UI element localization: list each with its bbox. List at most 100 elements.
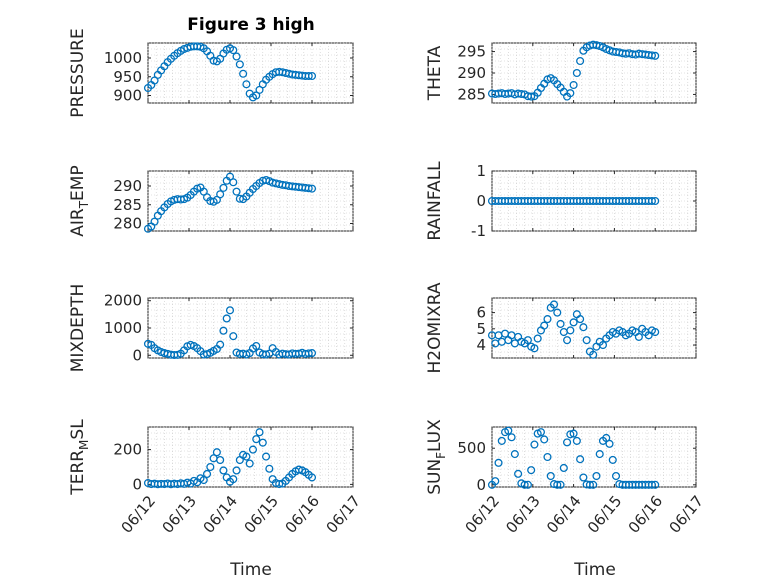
y-tick-label: 290 [113,177,142,195]
x-tick-label: 06/16 [281,492,323,537]
y-tick-label: 1000 [104,49,142,67]
y-axis-label: SUNFLUX [425,419,448,495]
data-point [229,475,238,484]
data-point [232,52,241,61]
subplot-h2omixra: 456 H2OMIXRA [425,282,697,374]
data-point [202,469,212,479]
data-point [242,80,251,89]
data-point [576,315,585,324]
data-point [647,480,656,489]
subplot-rainfall: -1 0 1 RAINFALL [425,161,697,241]
y-label-part: AIR [68,208,88,237]
data-point [540,321,549,330]
data-point [216,190,225,199]
y-tick-label: 0 [132,475,142,493]
data-point [255,428,264,437]
data-point [536,428,546,437]
data-point [504,426,513,435]
y-tick-label: 900 [113,87,142,105]
data-point [556,480,565,489]
data-point [647,51,656,60]
y-tick-label: 4 [476,336,486,354]
data-point [605,439,614,448]
y-tick-label: 0 [476,476,486,494]
data-point [608,455,617,464]
y-label-part: EMP [68,165,88,201]
data-point [222,314,231,323]
data-point [494,458,503,467]
x-tick-label: 06/12 [117,492,159,537]
data-point [229,46,238,55]
y-axis-label: H2OMIXRA [425,282,445,373]
x-axis-label-right: Time [573,560,616,580]
y-label-subscript: T [77,200,91,209]
y-tick-label: 285 [113,196,142,214]
data-point [540,435,549,444]
data-point [491,477,500,486]
data-point [582,336,591,345]
data-point [239,69,248,78]
data-point [592,471,601,481]
data-point [507,433,516,442]
y-tick-label: 295 [457,43,486,61]
x-tick-label: 06/12 [461,492,503,537]
data-point [559,463,568,473]
y-tick-label: 950 [113,68,142,86]
y-tick-label: 2000 [104,292,142,310]
data-point [569,429,578,438]
y-axis-label: MIXDEPTH [68,284,88,373]
data-point [566,326,575,335]
y-label-subscript: M [77,440,91,450]
data-point [206,462,215,472]
y-tick-label: 200 [113,441,142,459]
data-point [235,60,244,69]
data-point [225,306,235,315]
data-point [307,349,317,358]
data-point [566,430,575,439]
data-point [589,350,598,359]
data-point [219,183,228,192]
figure-title: Figure 3 high [187,15,315,35]
data-point [275,479,284,489]
data-point [543,452,552,462]
data-point [199,475,208,485]
data-point [219,326,228,335]
data-point [307,71,317,81]
data-point [576,455,585,464]
data-point [527,466,536,475]
data-point [553,308,562,317]
y-tick-label: 1 [476,162,486,180]
y-tick-label: -1 [471,222,486,240]
data-point [563,438,572,447]
x-tick-label: 06/15 [584,492,626,537]
x-axis-label-left: Time [229,560,272,580]
data-point [216,340,225,349]
y-label-part: TERR [68,450,88,496]
data-point [514,469,523,478]
data-point [248,445,258,454]
data-point [219,466,228,475]
data-point [572,68,581,78]
data-point [651,196,660,206]
data-point [598,340,608,350]
data-point [304,71,313,81]
data-point [242,452,251,461]
data-point [232,187,241,196]
data-point [294,465,303,474]
y-axis-label: TERRMSL [68,419,91,496]
data-point [563,336,572,345]
data-point [566,89,575,98]
y-tick-label: 1000 [104,319,142,337]
data-point [150,217,159,226]
y-label-part: SL [68,419,88,440]
data-point [307,473,317,482]
x-tick-label: 06/17 [665,492,707,537]
y-label-subscript: F [434,452,448,459]
data-point [497,436,506,445]
x-tick-label: 06/14 [199,492,241,537]
data-point [572,436,581,445]
y-axis-label: RAINFALL [425,161,445,241]
y-tick-label: 0 [132,346,142,364]
